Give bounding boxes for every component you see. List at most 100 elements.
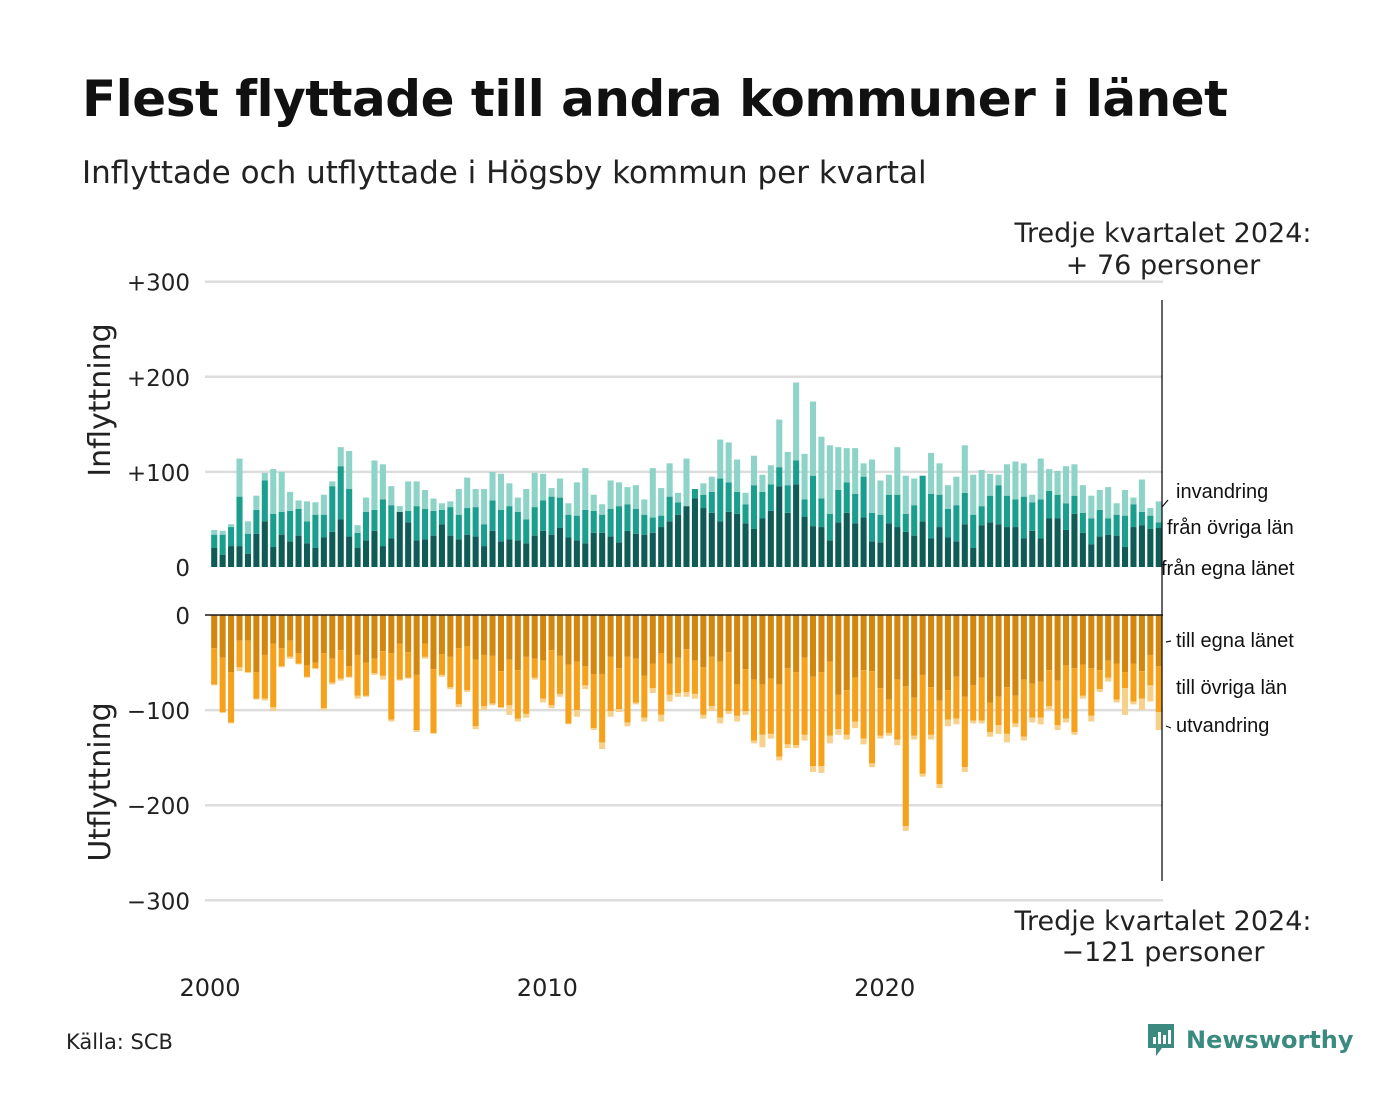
- outflow-bar-segment: [953, 718, 960, 725]
- outflow-bar-segment: [632, 702, 639, 705]
- inflow-bar-segment: [1113, 503, 1120, 515]
- inflow-bar-segment: [961, 524, 968, 567]
- outflow-bar-segment: [978, 615, 985, 678]
- outflow-bar-segment: [211, 615, 218, 649]
- outflow-bar-segment: [1054, 615, 1061, 681]
- inflow-bar-segment: [354, 525, 361, 533]
- outflow-bar-segment: [995, 725, 1002, 734]
- outflow-bar-segment: [447, 687, 454, 690]
- inflow-bar-segment: [860, 476, 867, 518]
- outflow-bar-segment: [708, 615, 715, 657]
- inflow-bar-segment: [894, 494, 901, 528]
- outflow-bar-segment: [556, 615, 564, 656]
- inflow-bar-segment: [607, 480, 614, 509]
- inflow-bar-segment: [287, 491, 294, 511]
- outflow-bar-segment: [1020, 615, 1027, 680]
- outflow-bar-segment: [894, 739, 901, 746]
- outflow-bar-segment: [329, 615, 336, 659]
- outflow-bar-segment: [936, 615, 943, 701]
- inflow-bar-segment: [936, 527, 943, 567]
- outflow-bar-segment: [944, 690, 951, 720]
- inflow-bar-segment: [582, 509, 589, 544]
- outflow-bar-segment: [902, 826, 909, 831]
- inflow-bar-segment: [590, 510, 597, 533]
- outflow-bar-segment: [885, 732, 892, 736]
- outflow-bar-segment: [261, 615, 268, 655]
- outflow-bar-segment: [928, 734, 935, 740]
- outflow-bar-segment: [1079, 664, 1086, 696]
- outflow-bar-segment: [961, 696, 968, 768]
- outflow-bar-segment: [573, 615, 580, 662]
- inflow-bar-segment: [565, 537, 572, 567]
- outflow-bar-segment: [396, 615, 403, 644]
- outflow-bar-segment: [236, 640, 243, 668]
- outflow-bar-segment: [556, 655, 564, 694]
- outflow-bar-segment: [582, 685, 589, 690]
- outflow-bar-segment: [911, 697, 918, 736]
- outflow-bar-segment: [717, 615, 724, 662]
- inflow-bar-segment: [1105, 518, 1112, 535]
- outflow-bar-segment: [708, 656, 715, 707]
- inflow-bar-segment: [590, 532, 597, 567]
- outflow-bar-segment: [599, 742, 606, 750]
- outflow-bar-segment: [767, 615, 774, 679]
- outflow-bar-segment: [464, 615, 471, 647]
- inflow-bar-segment: [388, 486, 395, 506]
- inflow-bar-segment: [540, 530, 547, 567]
- inflow-axis-label: Inflyttning: [83, 323, 118, 476]
- outflow-bar-segment: [388, 653, 395, 720]
- outflow-bar-segment: [995, 696, 1002, 726]
- series-labels: invandring från övriga län från egna län…: [1161, 481, 1295, 737]
- inflow-bar-segment: [405, 481, 412, 511]
- outflow-bar-segment: [649, 663, 656, 689]
- outflow-bar-segment: [809, 676, 817, 767]
- inflow-bar-segment: [919, 475, 926, 522]
- inflow-bar-segment: [1105, 534, 1112, 567]
- inflow-bar-segment: [911, 478, 918, 506]
- outflow-bar-segment: [1105, 677, 1112, 682]
- inflow-bar-segment: [649, 517, 656, 533]
- outflow-bar-segment: [506, 659, 513, 706]
- inflow-bar-segment: [995, 474, 1002, 486]
- outflow-bar-segment: [497, 671, 504, 708]
- inflow-bar-segment: [430, 535, 437, 567]
- inflow-bar-segment: [852, 523, 859, 567]
- outflow-bar-segment: [734, 684, 741, 716]
- outflow-bar-segment: [582, 615, 589, 667]
- inflow-bar-segment: [422, 539, 429, 567]
- inflow-bar-segment: [489, 471, 496, 501]
- inflow-bar-segment: [734, 513, 741, 567]
- outflow-bar-segment: [852, 721, 859, 729]
- outflow-bar-segment: [497, 707, 504, 709]
- outflow-bar-segment: [826, 661, 833, 736]
- inflow-bar-segment: [303, 521, 311, 544]
- inflow-bar-segment: [1012, 499, 1019, 528]
- outflow-bar-segment: [691, 660, 698, 694]
- inflow-bar-segment: [970, 547, 977, 567]
- outflow-tick-label: −300: [127, 889, 190, 915]
- outflow-bar-segment: [1012, 695, 1019, 724]
- outflow-bar-segment: [1088, 715, 1095, 722]
- outflow-bar-segment: [852, 677, 859, 722]
- outflow-bar-segment: [835, 729, 842, 735]
- outflow-bar-segment: [961, 615, 968, 697]
- inflow-bar-segment: [742, 523, 749, 567]
- inflow-bar-segment: [497, 509, 504, 542]
- outflow-bar-segment: [573, 710, 580, 717]
- outflow-bar-segment: [556, 693, 564, 697]
- outflow-bar-segment: [1037, 681, 1044, 718]
- newsworthy-logo[interactable]: Newsworthy: [1146, 1022, 1354, 1058]
- outflow-bar-segment: [1147, 685, 1154, 702]
- outflow-bar-segment: [354, 654, 361, 696]
- outflow-bar-segment: [312, 662, 319, 669]
- inflow-bar-segment: [548, 534, 555, 567]
- outflow-bar-segment: [430, 669, 437, 733]
- inflow-bar-segment: [523, 519, 530, 544]
- outflow-annotation-line2: −121 personer: [1061, 937, 1265, 968]
- outflow-bar-segment: [641, 717, 648, 722]
- inflow-bar-segment: [826, 445, 833, 514]
- outflow-bar-segment: [776, 684, 783, 757]
- inflow-bar-segment: [1046, 518, 1053, 567]
- outflow-bar-segment: [860, 615, 867, 671]
